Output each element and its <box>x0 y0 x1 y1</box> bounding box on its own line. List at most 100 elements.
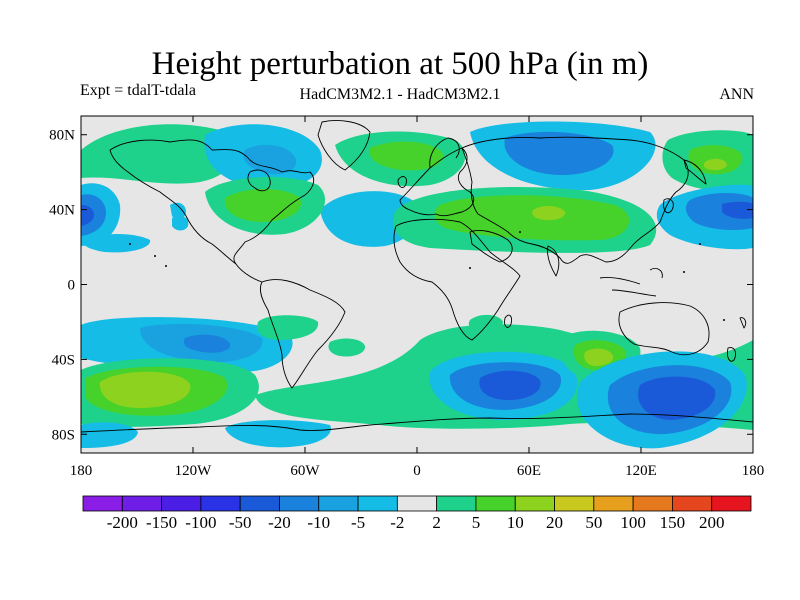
anomaly-north-atlantic-negative <box>320 191 418 247</box>
colorbar-label: -50 <box>229 513 252 532</box>
island-speck <box>519 231 521 233</box>
axis-ticks <box>80 116 754 453</box>
coastline-british-isles <box>397 176 407 188</box>
colorbar-swatch <box>711 495 752 512</box>
island-speck <box>469 267 471 269</box>
x-tick-label: 180 <box>70 463 93 479</box>
colorbar-label: 100 <box>620 513 646 532</box>
coastline-india <box>547 245 560 277</box>
x-tick-label: 60W <box>290 463 320 479</box>
colorbar-label: -2 <box>390 513 404 532</box>
anomaly-indian-ocean-peak <box>584 348 614 366</box>
anomaly-central-asia-peak <box>532 206 566 221</box>
y-tick-label: 40S <box>52 352 75 368</box>
colorbar-swatch <box>514 495 555 512</box>
colorbar-label: 50 <box>585 513 602 532</box>
colorbar-label: -10 <box>307 513 330 532</box>
coastline-japan <box>663 198 674 214</box>
y-tick-label: 0 <box>68 278 76 294</box>
island-speck <box>699 243 701 245</box>
colorbar-swatch <box>396 495 438 512</box>
island-specks <box>129 231 725 321</box>
colorbar-swatch <box>82 495 123 512</box>
colorbar-labels: -200 -150 -100 -50 -20 -10 -5 -2 2 5 10 20 50 100 150 2… <box>107 513 725 532</box>
colorbar-swatch <box>239 495 280 512</box>
anomaly-ne-america-strong <box>224 189 302 222</box>
colorbar-label: 5 <box>472 513 481 532</box>
anomaly-south-atlantic-positive <box>257 315 319 340</box>
anomaly-tropical-pacific-negative <box>83 234 151 253</box>
colorbar-label: -150 <box>146 513 177 532</box>
model-label: HadCM3M2.1 - HadCM3M2.1 <box>299 86 501 103</box>
colorbar-label: 200 <box>699 513 725 532</box>
anomaly-southern-indian-peak <box>479 370 541 400</box>
colorbar-label: -200 <box>107 513 138 532</box>
coastline-greenland <box>317 120 371 171</box>
anomaly-fields <box>81 121 753 449</box>
anomaly-south-atlantic-positive-2 <box>328 338 366 357</box>
coastline-madagascar <box>504 314 512 328</box>
colorbar-swatch <box>200 495 241 512</box>
anomaly-south-pacific-peak <box>183 334 231 353</box>
colorbar-swatch <box>672 495 713 512</box>
x-axis-labels: 180 120W 60W 0 60E 120E 180 <box>70 463 765 479</box>
colorbar-label: 20 <box>546 513 563 532</box>
x-tick-label: 120E <box>625 463 657 479</box>
y-tick-label: 40N <box>49 203 75 219</box>
y-axis-labels: 80N 40N 0 40S 80S <box>49 128 75 444</box>
colorbar-label: -5 <box>351 513 365 532</box>
island-speck <box>683 271 685 273</box>
x-tick-label: 0 <box>413 463 421 479</box>
y-tick-label: 80S <box>52 427 75 443</box>
anomaly-central-asia-strong <box>434 195 630 241</box>
season-label: ANN <box>719 86 754 103</box>
colorbar-label: 150 <box>660 513 686 532</box>
coastline-central-america <box>235 263 263 283</box>
anomaly-antarctic-negative-2 <box>81 422 138 448</box>
coastline-scandinavia <box>429 137 460 169</box>
colorbar-swatch <box>121 495 162 512</box>
colorbar-swatch <box>436 495 477 512</box>
colorbar-swatch <box>554 495 595 512</box>
y-tick-label: 80N <box>49 128 75 144</box>
map-panel <box>81 116 753 453</box>
colorbar-swatch <box>161 495 202 512</box>
island-speck <box>154 255 156 257</box>
coastline-indonesia <box>599 267 663 297</box>
anomaly-ne-siberia-peak <box>703 158 727 171</box>
figure-title: Height perturbation at 500 hPa (in m) <box>151 46 649 82</box>
x-tick-label: 60E <box>517 463 541 479</box>
coastline-africa <box>393 218 521 341</box>
island-speck <box>165 265 167 267</box>
colorbar-label: -100 <box>185 513 216 532</box>
colorbar-swatch <box>357 495 398 512</box>
anomaly-australia-positive <box>468 314 503 333</box>
coastline-south-america <box>259 279 346 389</box>
anomaly-siberia-strong <box>504 131 614 175</box>
anomaly-east-pacific-negative <box>170 202 186 220</box>
island-speck <box>723 319 725 321</box>
x-tick-label: 120W <box>175 463 213 479</box>
colorbar-swatch <box>475 495 516 512</box>
colorbar-label: 2 <box>432 513 441 532</box>
coastline-australia <box>618 302 710 356</box>
coastline-asia <box>461 136 689 264</box>
x-tick-label: 180 <box>742 463 765 479</box>
anomaly-se-pacific-peak <box>99 371 191 408</box>
experiment-label: Expt = tdalT-tdala <box>80 82 196 99</box>
coastline-north-america <box>109 139 314 265</box>
colorbar-label: -20 <box>268 513 291 532</box>
anomaly-south-america-negative <box>172 216 189 231</box>
anomaly-antarctic-negative <box>225 420 331 448</box>
coastline-arabia <box>469 229 513 263</box>
anomaly-hudson-bay-negative <box>243 144 297 175</box>
anomaly-south-australia-peak <box>638 376 716 420</box>
coastline-hudson-bay <box>247 169 271 192</box>
colorbar-swatch <box>318 495 359 512</box>
coastline-antarctica <box>81 413 753 433</box>
coastlines <box>81 120 753 433</box>
anomaly-europe-strong <box>369 141 443 171</box>
coastline-kamchatka <box>683 159 707 185</box>
